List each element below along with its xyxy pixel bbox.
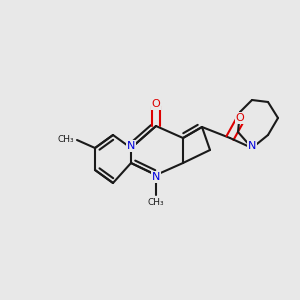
Text: CH₃: CH₃	[148, 198, 164, 207]
Text: CH₃: CH₃	[57, 136, 74, 145]
Text: N: N	[248, 141, 256, 151]
Text: N: N	[152, 172, 160, 182]
Text: O: O	[152, 99, 160, 109]
Text: N: N	[127, 141, 135, 151]
Text: O: O	[236, 113, 244, 123]
